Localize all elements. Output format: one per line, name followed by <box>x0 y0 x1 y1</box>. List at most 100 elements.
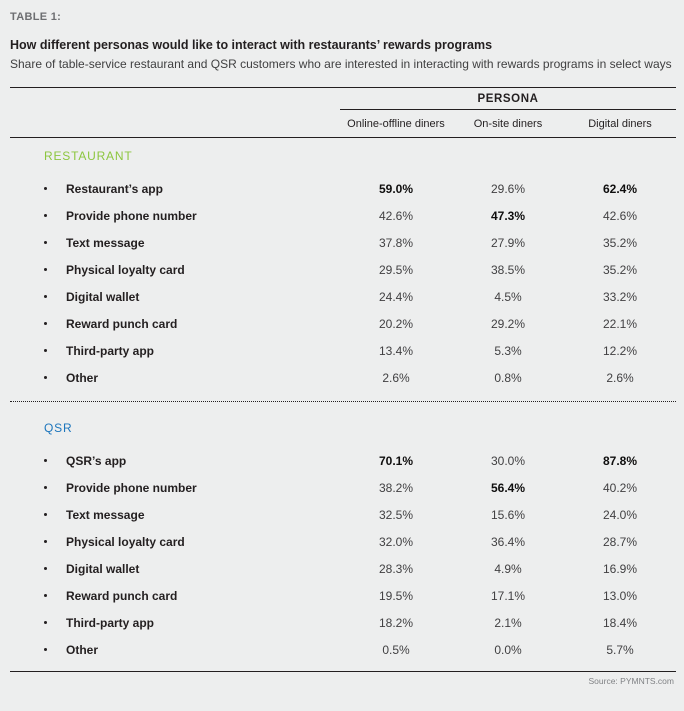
row-label-cell: Text message <box>10 236 340 250</box>
cell-online-offline-diners: 19.5% <box>378 588 414 603</box>
row-label: Reward punch card <box>66 588 178 603</box>
row-label-cell: Physical loyalty card <box>10 535 340 549</box>
cell-online-offline-diners: 28.3% <box>378 561 414 576</box>
table-row: Other 0.5% 0.0% 5.7% <box>10 636 676 663</box>
row-label: Reward punch card <box>66 316 178 331</box>
bullet-icon <box>44 648 47 651</box>
bullet-icon <box>44 349 47 352</box>
table-row: Physical loyalty card 32.0% 36.4% 28.7% <box>10 528 676 555</box>
cell-on-site-diners: 29.6% <box>490 181 526 196</box>
cell-digital-diners: 24.0% <box>602 507 638 522</box>
cell-digital-diners: 40.2% <box>602 480 638 495</box>
persona-header-spacer <box>10 88 340 110</box>
row-label-cell: Provide phone number <box>10 481 340 495</box>
page-title: How different personas would like to int… <box>10 38 493 52</box>
table-label: TABLE 1: <box>10 11 62 23</box>
persona-header: PERSONA <box>340 88 676 110</box>
cell-on-site-diners: 29.2% <box>490 316 526 331</box>
row-label-cell: Reward punch card <box>10 589 340 603</box>
bullet-icon <box>44 621 47 624</box>
row-label: Provide phone number <box>66 208 197 223</box>
page-subtitle: Share of table-service restaurant and QS… <box>10 57 672 71</box>
row-label-cell: Text message <box>10 508 340 522</box>
cell-online-offline-diners: 38.2% <box>378 480 414 495</box>
bullet-icon <box>44 376 47 379</box>
table-row: Reward punch card 19.5% 17.1% 13.0% <box>10 582 676 609</box>
row-label-cell: Provide phone number <box>10 209 340 223</box>
source-credit: Source: PYMNTS.com <box>588 676 675 686</box>
bullet-icon <box>44 295 47 298</box>
cell-on-site-diners: 17.1% <box>490 588 526 603</box>
row-label: Provide phone number <box>66 480 197 495</box>
cell-digital-diners: 87.8% <box>602 453 638 468</box>
row-label-cell: Other <box>10 371 340 385</box>
cell-on-site-diners: 0.8% <box>494 370 522 385</box>
cell-digital-diners: 62.4% <box>602 181 638 196</box>
cell-on-site-diners: 30.0% <box>490 453 526 468</box>
cell-online-offline-diners: 32.0% <box>378 534 414 549</box>
row-label: Physical loyalty card <box>66 262 185 277</box>
cell-on-site-diners: 2.1% <box>494 615 522 630</box>
table-row: QSR’s app 70.1% 30.0% 87.8% <box>10 447 676 474</box>
row-label-cell: Restaurant’s app <box>10 182 340 196</box>
bullet-icon <box>44 567 47 570</box>
cell-on-site-diners: 27.9% <box>490 235 526 250</box>
cell-on-site-diners: 15.6% <box>490 507 526 522</box>
table-row: Text message 32.5% 15.6% 24.0% <box>10 501 676 528</box>
cell-digital-diners: 2.6% <box>606 370 634 385</box>
table-row: Reward punch card 20.2% 29.2% 22.1% <box>10 310 676 337</box>
cell-on-site-diners: 56.4% <box>490 480 526 495</box>
cell-digital-diners: 16.9% <box>602 561 638 576</box>
row-label-cell: QSR’s app <box>10 454 340 468</box>
cell-online-offline-diners: 24.4% <box>378 289 414 304</box>
cell-on-site-diners: 38.5% <box>490 262 526 277</box>
table-row: Provide phone number 38.2% 56.4% 40.2% <box>10 474 676 501</box>
table-row: Third-party app 13.4% 5.3% 12.2% <box>10 337 676 364</box>
cell-online-offline-diners: 32.5% <box>378 507 414 522</box>
bullet-icon <box>44 214 47 217</box>
bullet-icon <box>44 187 47 190</box>
bullet-icon <box>44 241 47 244</box>
row-label-cell: Physical loyalty card <box>10 263 340 277</box>
bullet-icon <box>44 459 47 462</box>
bullet-icon <box>44 322 47 325</box>
table-section: QSR QSR’s app 70.1% 30.0% 87.8% Provide … <box>10 421 676 663</box>
cell-digital-diners: 18.4% <box>602 615 638 630</box>
cell-online-offline-diners: 59.0% <box>378 181 414 196</box>
row-label: Text message <box>66 235 145 250</box>
row-label: Restaurant’s app <box>66 181 163 196</box>
row-label: Third-party app <box>66 615 155 630</box>
row-label-cell: Other <box>10 643 340 657</box>
column-header-online-offline: Online-offline diners <box>347 117 445 130</box>
section-rows: Restaurant’s app 59.0% 29.6% 62.4% Provi… <box>10 175 676 391</box>
cell-online-offline-diners: 0.5% <box>382 642 410 657</box>
cell-online-offline-diners: 20.2% <box>378 316 414 331</box>
column-header-digital: Digital diners <box>588 117 652 130</box>
cell-digital-diners: 33.2% <box>602 289 638 304</box>
cell-on-site-diners: 4.9% <box>494 561 522 576</box>
section-divider-dotted <box>10 401 676 402</box>
table-body: RESTAURANT Restaurant’s app 59.0% 29.6% … <box>10 149 676 663</box>
table-row: Other 2.6% 0.8% 2.6% <box>10 364 676 391</box>
table-section: RESTAURANT Restaurant’s app 59.0% 29.6% … <box>10 149 676 391</box>
cell-digital-diners: 35.2% <box>602 235 638 250</box>
row-label: Physical loyalty card <box>66 534 185 549</box>
cell-online-offline-diners: 13.4% <box>378 343 414 358</box>
cell-online-offline-diners: 37.8% <box>378 235 414 250</box>
row-label-cell: Third-party app <box>10 344 340 358</box>
bullet-icon <box>44 594 47 597</box>
row-label: Digital wallet <box>66 289 140 304</box>
header-divider <box>10 137 676 138</box>
cell-digital-diners: 22.1% <box>602 316 638 331</box>
table-row: Text message 37.8% 27.9% 35.2% <box>10 229 676 256</box>
cell-on-site-diners: 4.5% <box>494 289 522 304</box>
table-row: Third-party app 18.2% 2.1% 18.4% <box>10 609 676 636</box>
row-label-cell: Digital wallet <box>10 290 340 304</box>
cell-on-site-diners: 36.4% <box>490 534 526 549</box>
cell-digital-diners: 28.7% <box>602 534 638 549</box>
cell-digital-diners: 13.0% <box>602 588 638 603</box>
bullet-icon <box>44 513 47 516</box>
row-label: Digital wallet <box>66 561 140 576</box>
table-row: Physical loyalty card 29.5% 38.5% 35.2% <box>10 256 676 283</box>
